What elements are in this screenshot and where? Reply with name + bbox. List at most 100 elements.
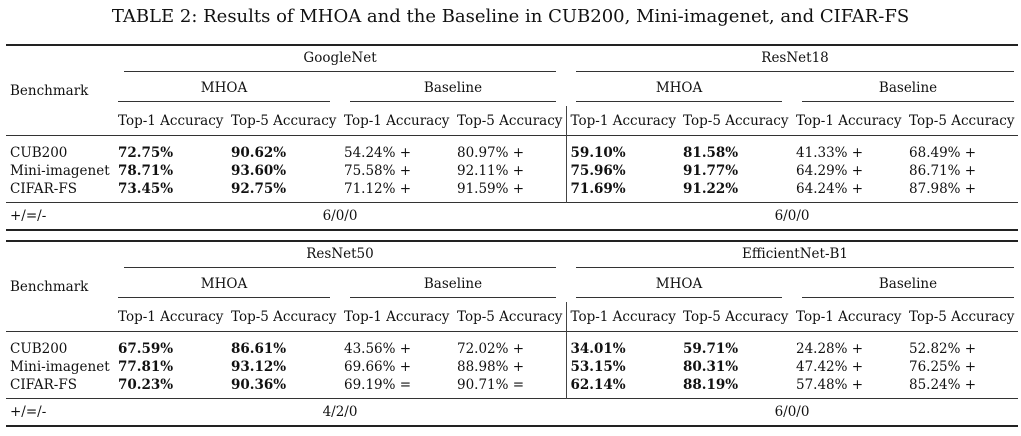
value-cell: 72.02% +: [457, 341, 525, 357]
value-cell: 43.56% +: [344, 341, 412, 357]
benchmark-cell: CUB200: [10, 145, 68, 161]
metric-top1: Top-1 Accuracy: [118, 112, 224, 129]
tally-row: +/=/- 4/2/0 6/0/0: [6, 398, 1018, 427]
value-cell: 90.62%: [231, 145, 287, 161]
metric-top5: Top-5 Accuracy: [457, 112, 563, 129]
table-row: Mini-imagenet 78.71% 93.60% 75.58% + 92.…: [6, 162, 1018, 180]
tally-right: 6/0/0: [566, 202, 1019, 231]
mhoa-header: MHOA: [114, 271, 340, 302]
value-cell: 75.58% +: [344, 163, 412, 179]
value-cell: 86.71% +: [909, 163, 977, 179]
metric-top5: Top-5 Accuracy: [457, 308, 563, 325]
value-cell: 72.75%: [118, 145, 174, 161]
value-cell: 62.14%: [565, 376, 679, 399]
baseline-header: Baseline: [792, 75, 1018, 106]
benchmark-cell: CIFAR-FS: [10, 181, 77, 197]
table-row: CUB200 72.75% 90.62% 54.24% + 80.97% + 5…: [6, 135, 1019, 162]
metric-top1: Top-1 Accuracy: [344, 112, 450, 129]
value-cell: 47.42% +: [796, 359, 864, 375]
value-cell: 59.71%: [683, 341, 739, 357]
metric-top1: Top-1 Accuracy: [796, 308, 902, 325]
value-cell: 78.71%: [118, 163, 174, 179]
value-cell: 68.49% +: [909, 145, 977, 161]
value-cell: 90.36%: [231, 377, 287, 393]
value-cell: 57.48% +: [796, 377, 864, 393]
value-cell: 77.81%: [118, 359, 174, 375]
value-cell: 54.24% +: [344, 145, 412, 161]
mhoa-header: MHOA: [566, 271, 792, 302]
value-cell: 80.31%: [683, 359, 739, 375]
benchmark-header: Benchmark: [6, 44, 114, 136]
tally-left: 4/2/0: [114, 398, 566, 427]
value-cell: 92.11% +: [457, 163, 525, 179]
method-header-row: MHOA Baseline MHOA Baseline: [6, 271, 1018, 302]
value-cell: 64.24% +: [796, 181, 864, 197]
value-cell: 91.22%: [683, 181, 739, 197]
table-row: CIFAR-FS 73.45% 92.75% 71.12% + 91.59% +…: [6, 180, 1018, 203]
metric-top1: Top-1 Accuracy: [565, 106, 680, 136]
value-cell: 41.33% +: [796, 145, 864, 161]
table-caption: TABLE 2: Results of MHOA and the Baselin…: [111, 6, 910, 27]
table-row: CIFAR-FS 70.23% 90.36% 69.19% = 90.71% =…: [6, 376, 1018, 399]
backbone-header-right: ResNet18: [566, 44, 1019, 75]
value-cell: 93.60%: [231, 163, 287, 179]
value-cell: 85.24% +: [909, 377, 977, 393]
value-cell: 86.61%: [231, 341, 287, 357]
baseline-header: Baseline: [792, 271, 1018, 302]
benchmark-cell: Mini-imagenet: [10, 163, 110, 179]
results-table-2: Benchmark ResNet50 EfficientNet-B1 MHOA …: [6, 240, 1018, 427]
value-cell: 90.71% =: [457, 377, 525, 393]
value-cell: 75.96%: [565, 162, 680, 180]
value-cell: 91.77%: [683, 163, 739, 179]
backbone-header-right: EfficientNet-B1: [566, 240, 1018, 271]
value-cell: 67.59%: [118, 341, 174, 357]
benchmark-cell: Mini-imagenet: [10, 359, 110, 375]
value-cell: 76.25% +: [909, 359, 977, 375]
value-cell: 70.23%: [118, 377, 174, 393]
value-cell: 53.15%: [565, 358, 679, 376]
value-cell: 93.12%: [231, 359, 287, 375]
value-cell: 80.97% +: [457, 145, 525, 161]
tally-row: +/=/- 6/0/0 6/0/0: [6, 202, 1019, 231]
table-row: Mini-imagenet 77.81% 93.12% 69.66% + 88.…: [6, 358, 1018, 376]
backbone-header-left: ResNet50: [114, 240, 566, 271]
backbone-header-row: Benchmark ResNet50 EfficientNet-B1: [6, 240, 1018, 332]
value-cell: 52.82% +: [909, 341, 977, 357]
value-cell: 73.45%: [118, 181, 174, 197]
value-cell: 69.66% +: [344, 359, 412, 375]
mhoa-header: MHOA: [114, 75, 340, 106]
value-cell: 34.01%: [565, 331, 679, 358]
value-cell: 87.98% +: [909, 181, 977, 197]
value-cell: 88.98% +: [457, 359, 525, 375]
tally-label: +/=/-: [6, 202, 114, 231]
backbone-header-row: Benchmark GoogleNet ResNet18: [6, 44, 1019, 136]
value-cell: 92.75%: [231, 181, 287, 197]
value-cell: 88.19%: [683, 377, 739, 393]
value-cell: 71.69%: [565, 180, 680, 203]
metric-header-row: Top-1 Accuracy Top-5 Accuracy Top-1 Accu…: [6, 106, 1018, 136]
tally-right: 6/0/0: [566, 398, 1018, 427]
metric-top1: Top-1 Accuracy: [344, 308, 450, 325]
metric-header-row: Top-1 Accuracy Top-5 Accuracy Top-1 Accu…: [6, 302, 1018, 332]
benchmark-header: Benchmark: [6, 240, 114, 332]
metric-top5: Top-5 Accuracy: [231, 112, 337, 129]
benchmark-cell: CUB200: [10, 341, 68, 357]
backbone-header-left: GoogleNet: [114, 44, 567, 75]
metric-top1: Top-1 Accuracy: [118, 308, 224, 325]
value-cell: 69.19% =: [344, 377, 412, 393]
metric-top5: Top-5 Accuracy: [683, 112, 789, 129]
value-cell: 91.59% +: [457, 181, 525, 197]
value-cell: 71.12% +: [344, 181, 412, 197]
value-cell: 64.29% +: [796, 163, 864, 179]
mhoa-header: MHOA: [566, 75, 792, 106]
tally-label: +/=/-: [6, 398, 114, 427]
metric-top5: Top-5 Accuracy: [231, 308, 337, 325]
metric-top1: Top-1 Accuracy: [796, 112, 902, 129]
metric-top5: Top-5 Accuracy: [683, 308, 789, 325]
benchmark-cell: CIFAR-FS: [10, 377, 77, 393]
metric-top5: Top-5 Accuracy: [909, 112, 1015, 129]
baseline-header: Baseline: [340, 75, 566, 106]
metric-top1: Top-1 Accuracy: [565, 302, 679, 332]
baseline-header: Baseline: [340, 271, 566, 302]
value-cell: 24.28% +: [796, 341, 864, 357]
